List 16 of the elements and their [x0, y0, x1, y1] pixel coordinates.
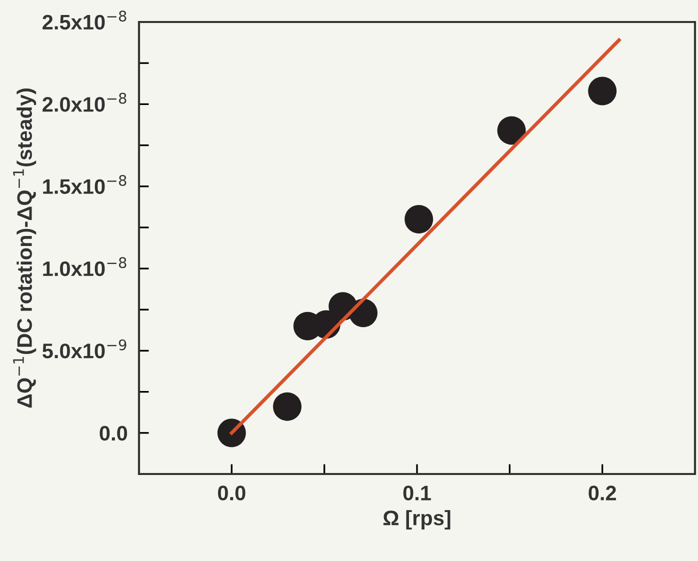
y-tick-label: 2.5x10$^{−8}$	[42, 10, 126, 30]
y-axis-title: ΔQ$^{−1}$(DC rotation)-ΔQ$^{−1}$(steady)	[13, 88, 36, 408]
point	[217, 418, 246, 448]
y-tick-label: 5.0x10$^{−9}$	[42, 339, 126, 358]
y-tick-label: 1.5x10$^{−8}$	[43, 174, 126, 194]
y-tick-label: 1.0x10$^{−8}$	[43, 257, 126, 276]
point	[404, 205, 434, 234]
point	[497, 116, 526, 145]
y-tick-label: 2.0x10$^{−8}$	[42, 92, 126, 112]
x-tick-label: 0.1	[403, 486, 431, 500]
x-axis-title: Ω [rps]	[383, 510, 450, 530]
point	[588, 76, 617, 106]
point	[273, 392, 302, 421]
x-tick-label: 0.0	[218, 486, 246, 500]
y-tick-label: 0.0	[100, 426, 128, 441]
x-tick-label: 0.2	[588, 486, 616, 500]
